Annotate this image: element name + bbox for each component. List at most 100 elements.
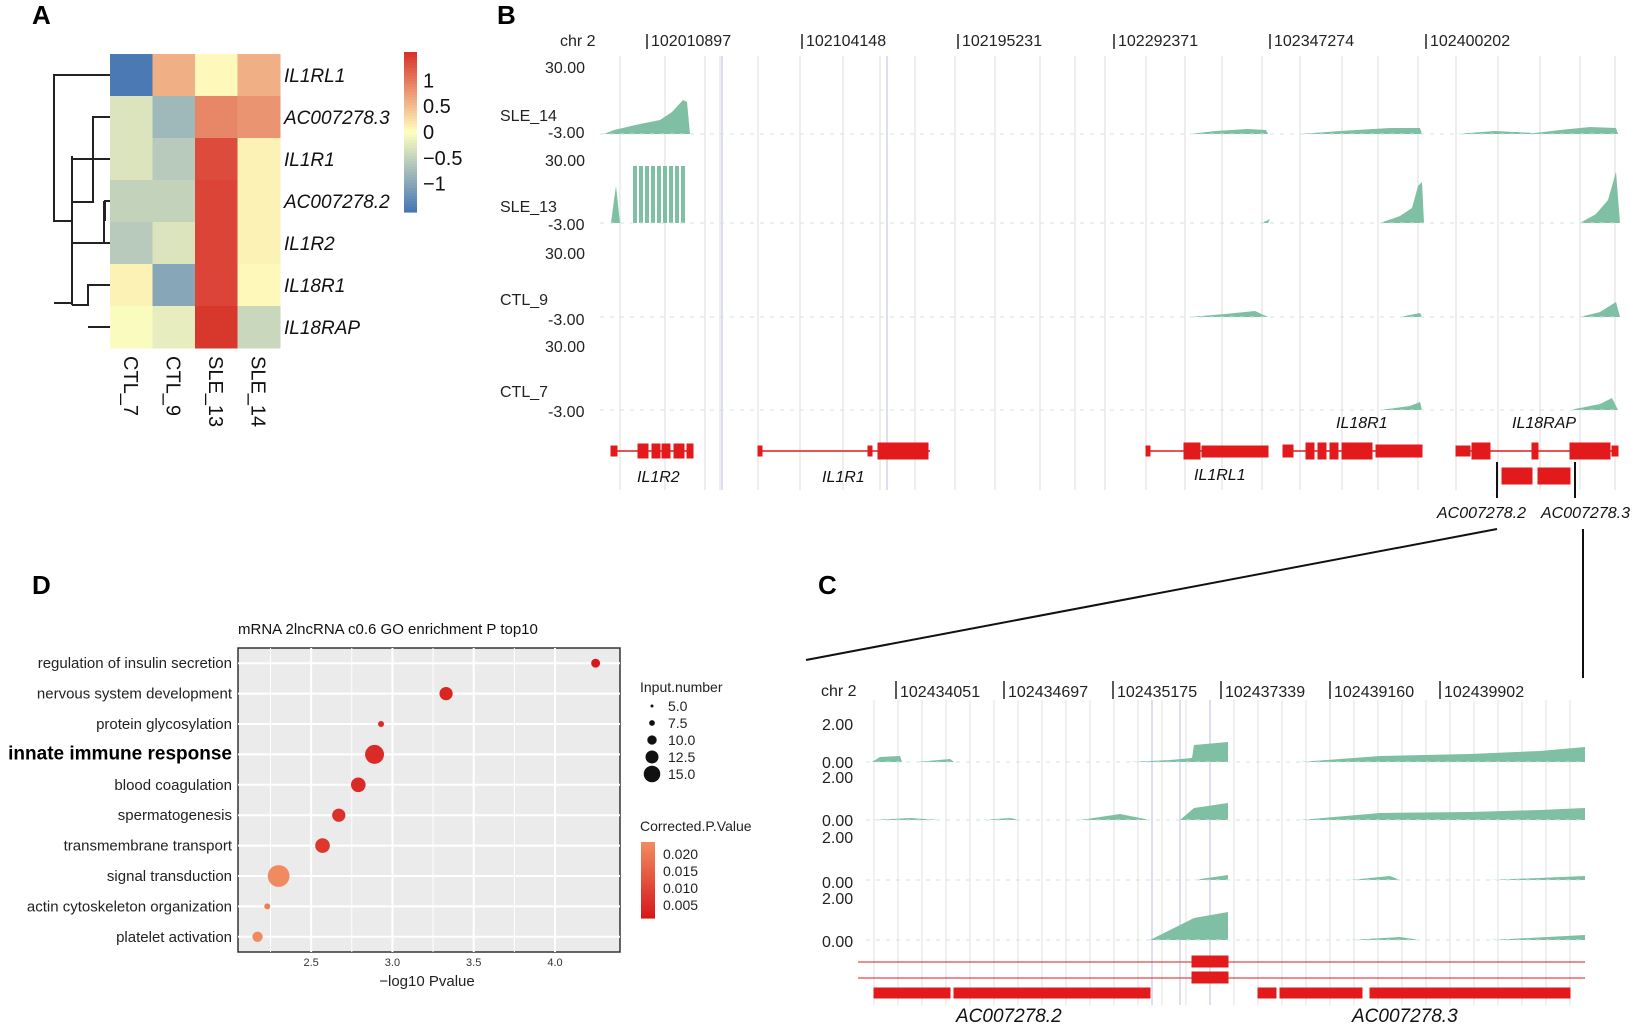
colorbar-segment <box>404 206 417 210</box>
colorbar-segment <box>404 89 417 93</box>
term-label: signal transduction <box>107 868 232 885</box>
gene-label-ac007278-2: AC007278.2 <box>1436 505 1526 522</box>
color-legend-segment <box>641 864 655 868</box>
term-label: actin cytoskeleton organization <box>27 898 232 915</box>
colorbar-segment <box>404 65 417 69</box>
size-legend-dot <box>643 765 661 783</box>
coordinate-label: 102347274 <box>1274 33 1354 50</box>
colorbar-segment <box>404 132 417 136</box>
bubble <box>439 687 453 701</box>
signal-area <box>872 803 1585 820</box>
x-tick-label: 4.0 <box>547 957 562 969</box>
track-max-label: 2.00 <box>822 830 853 847</box>
bubble <box>591 658 601 668</box>
signal-area <box>1150 912 1585 940</box>
track-name: CTL_9 <box>500 292 548 309</box>
signal-peak <box>1580 302 1620 317</box>
panel-c-gene-models <box>858 955 1585 999</box>
color-legend-segment <box>641 847 655 851</box>
signal-bar <box>639 166 643 223</box>
heatmap-row-label: AC007278.3 <box>283 108 390 129</box>
color-legend-title: Corrected.P.Value <box>640 818 752 834</box>
heatmap-cell <box>110 138 153 181</box>
signal-peak <box>1300 128 1422 134</box>
colorbar-segment <box>404 177 417 181</box>
heatmap-cell <box>195 264 238 307</box>
size-legend-label: 15.0 <box>668 766 695 782</box>
colorbar-segment <box>404 108 417 112</box>
coordinate-label: 102104148 <box>806 33 886 50</box>
panel-b-chr: chr 2 <box>560 33 596 50</box>
signal-peak <box>611 186 620 223</box>
heatmap-row-labels: IL1RL1 AC007278.3 IL1R1 AC007278.2 IL1R2 IL18… <box>283 66 390 339</box>
heatmap-dendrogram <box>53 74 110 328</box>
signal-bar <box>645 166 649 223</box>
bubble <box>267 865 290 887</box>
term-label: protein glycosylation <box>96 716 232 733</box>
panel-c-label: C <box>818 570 837 600</box>
gene-label-c-ac007278-2: AC007278.2 <box>955 1006 1062 1024</box>
signal-bar <box>651 166 655 223</box>
color-legend-segment <box>641 874 655 879</box>
track-max-label: 2.00 <box>822 770 853 787</box>
color-legend-label: 0.010 <box>663 880 698 896</box>
track-name: CTL_7 <box>500 384 548 401</box>
color-legend-segment <box>641 910 655 914</box>
coordinate-label: 102434051 <box>900 684 980 701</box>
colorbar-segment <box>404 166 417 170</box>
colorbar-segment <box>404 70 417 74</box>
colorbar-segment <box>404 182 417 186</box>
coordinate-label: 102439902 <box>1444 684 1524 701</box>
heatmap-cell <box>110 222 153 265</box>
colorbar-segment <box>404 78 417 82</box>
signal-peak <box>1190 311 1268 317</box>
colorbar-segment <box>404 145 417 149</box>
panel-b-label: B <box>497 0 516 30</box>
coordinate-label: 102437339 <box>1225 684 1305 701</box>
heatmap-col-labels: CTL_7 CTL_9 SLE_13 SLE_14 <box>119 356 269 427</box>
signal-peak <box>1570 398 1618 410</box>
colorbar-segment <box>404 172 417 176</box>
color-legend-segment <box>641 912 655 917</box>
bubble <box>332 808 346 822</box>
color-legend-segment <box>641 844 655 848</box>
track-name: SLE_13 <box>500 199 557 216</box>
colorbar-segment <box>404 140 417 144</box>
gene-label-ac007278-3: AC007278.3 <box>1540 505 1630 522</box>
track-max-label: 30.00 <box>545 153 585 170</box>
panel-d: D mRNA 2lncRNA c0.6 GO enrichment P top1… <box>8 570 752 990</box>
colorbar-segment <box>404 209 417 213</box>
coordinate-label: 102434697 <box>1008 684 1088 701</box>
signal-peak <box>1580 172 1620 223</box>
colorbar-tick-label: 1 <box>423 70 434 92</box>
panel-c: C chr 2 102434051 102434697 102435175 10243… <box>818 570 1586 1024</box>
signal-bar <box>681 166 685 223</box>
signal-bar <box>633 166 637 223</box>
heatmap-cell <box>195 54 238 97</box>
size-legend-dot <box>645 750 659 764</box>
signal-peak <box>604 100 690 134</box>
colorbar-segment <box>404 126 417 130</box>
panel-c-chr: chr 2 <box>821 683 857 700</box>
x-tick-label: 3.0 <box>385 957 400 969</box>
track-name: SLE_14 <box>500 108 557 125</box>
colorbar-segment <box>404 86 417 90</box>
color-legend-label: 0.020 <box>663 846 698 862</box>
color-legend-segment <box>641 857 655 861</box>
heatmap-cell <box>110 54 153 97</box>
coordinate-label: 102195231 <box>962 33 1042 50</box>
heatmap-cell <box>110 306 153 349</box>
color-legend-segment <box>641 905 655 909</box>
panel-b-gridlines <box>619 56 1616 490</box>
colorbar-segment <box>404 161 417 165</box>
heatmap-row-label: IL18R1 <box>284 276 345 297</box>
signal-peak <box>1190 129 1268 134</box>
bubble <box>350 777 366 793</box>
colorbar-segment <box>404 148 417 152</box>
bubble-chart: 2.5 3.0 3.5 4.0 regulation of insulin secret… <box>8 647 621 969</box>
colorbar-segment <box>404 62 417 66</box>
color-legend-segment <box>641 872 655 876</box>
colorbar-segment <box>404 92 417 96</box>
colorbar-segment <box>404 110 417 114</box>
